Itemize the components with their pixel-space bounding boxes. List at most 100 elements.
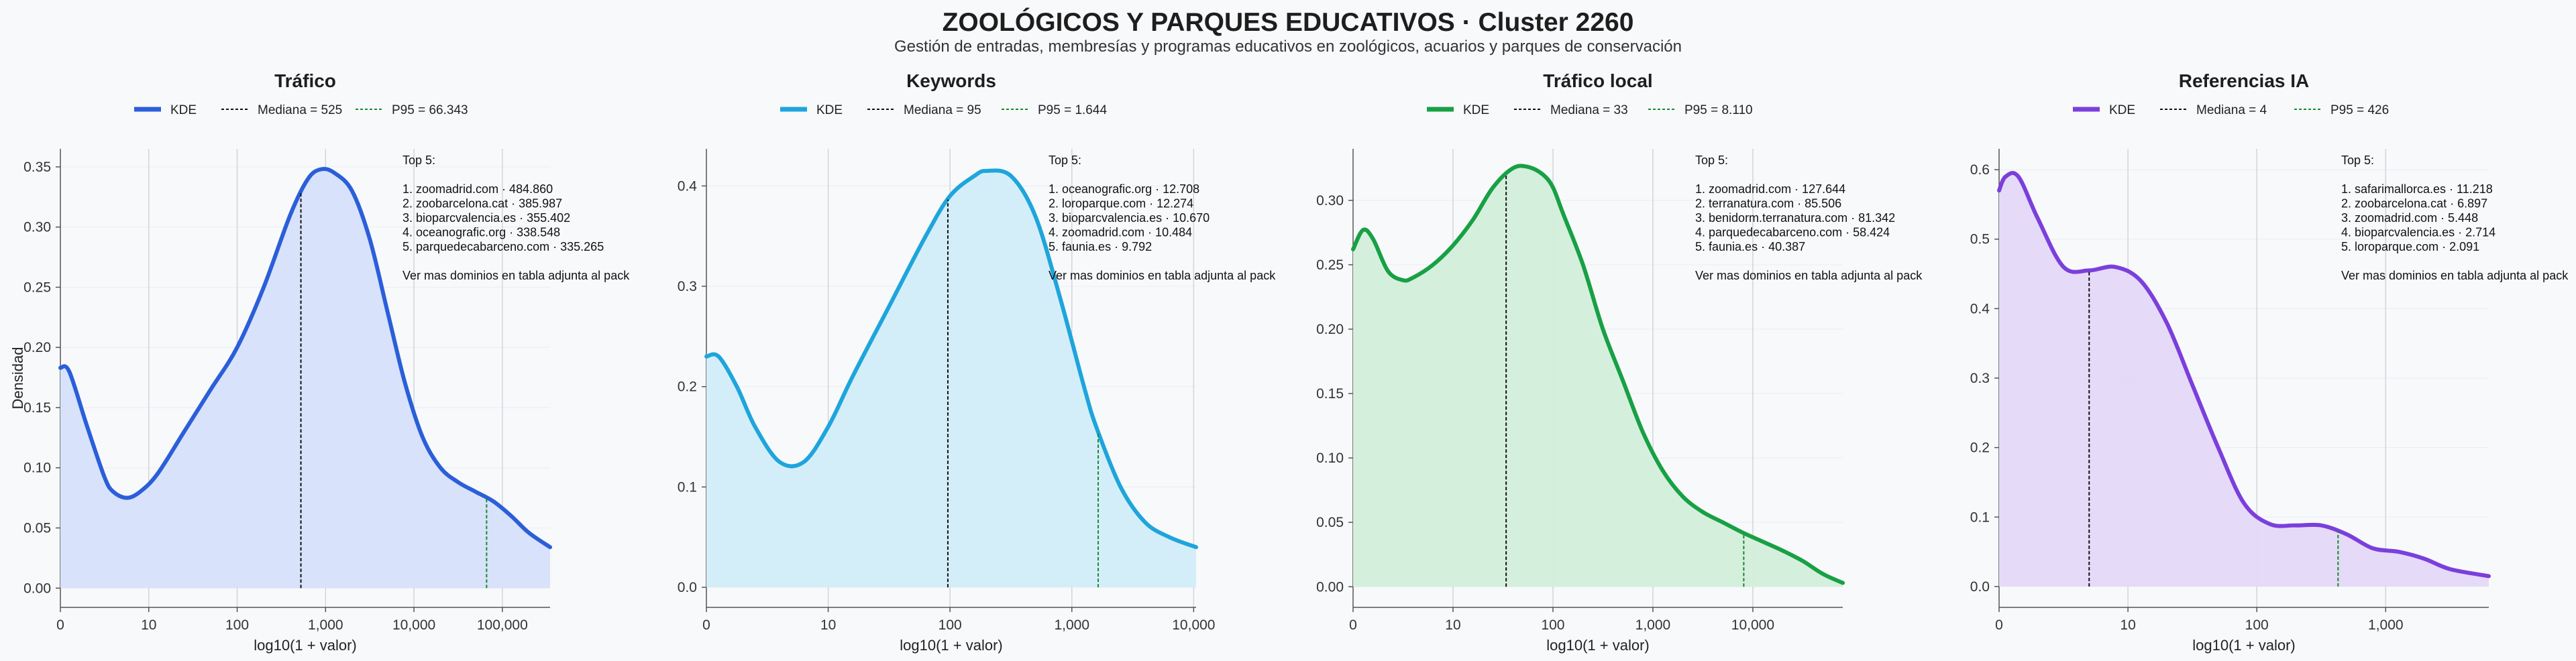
top5-annotation-line: Ver mas dominios en tabla adjunta al pac… [1695, 269, 1923, 282]
top5-annotation-line: Ver mas dominios en tabla adjunta al pac… [2341, 269, 2569, 282]
y-tick-label: 0.00 [23, 581, 51, 596]
legend-kde-label: KDE [170, 103, 197, 117]
top5-annotation-line: 3. bioparcvalencia.es · 355.402 [402, 211, 570, 225]
top5-annotation-line: Top 5: [2341, 154, 2374, 167]
kde-area [1353, 166, 1843, 587]
y-tick-label: 0.30 [23, 220, 51, 235]
top5-annotation-line: Top 5: [1049, 154, 1081, 167]
top5-annotation-line: 3. bioparcvalencia.es · 10.670 [1049, 211, 1210, 225]
chart-title: Keywords [906, 70, 996, 91]
y-tick-label: 0.25 [23, 280, 51, 295]
y-tick-label: 0.1 [1970, 509, 1990, 525]
kde-area [1999, 172, 2489, 587]
chart-panel-2: Keywords KDE Mediana = 95 P95 = 1.644 0.0 0.1… [678, 70, 1276, 654]
x-tick-label: 10,000 [392, 617, 435, 633]
x-tick-label: 1,000 [1635, 617, 1671, 633]
y-tick-label: 0.05 [23, 521, 51, 536]
top5-annotation-line: 4. oceanografic.org · 338.548 [402, 226, 560, 239]
top5-annotation-line: Top 5: [402, 154, 435, 167]
legend-median-label: Mediana = 33 [1550, 103, 1628, 117]
chart-panel-3: Tráfico local KDE Mediana = 33 P95 = 8.110 0… [1316, 70, 1923, 654]
y-tick-label: 0.25 [1316, 257, 1344, 273]
chart-title: Referencias IA [2179, 70, 2310, 91]
x-axis-label: log10(1 + valor) [254, 637, 356, 654]
y-tick-label: 0.20 [23, 340, 51, 355]
y-tick-label: 0.4 [1970, 301, 1990, 316]
chart-title: Tráfico [274, 70, 336, 91]
legend-median-label: Mediana = 4 [2196, 103, 2267, 117]
y-tick-label: 0.2 [678, 379, 697, 395]
top5-annotation-line: 1. zoomadrid.com · 127.644 [1695, 182, 1845, 196]
y-tick-label: 0.4 [678, 178, 698, 194]
y-tick-label: 0.20 [1316, 322, 1344, 337]
top5-annotation-line: 5. loroparque.com · 2.091 [2341, 240, 2479, 253]
y-tick-label: 0.10 [1316, 450, 1344, 466]
y-tick-label: 0.15 [23, 400, 51, 416]
kde-line [704, 168, 1198, 550]
chart-panel-1: Tráfico KDE Mediana = 525 P95 = 66.343 0.00 0… [9, 70, 630, 654]
x-tick-label: 0 [1349, 617, 1357, 633]
x-tick-label: 100 [2245, 617, 2269, 633]
top5-annotation-line: 2. zoobarcelona.cat · 6.897 [2341, 197, 2487, 211]
kde-line [58, 166, 552, 550]
x-tick-label: 10 [2120, 617, 2135, 633]
y-tick-label: 0.30 [1316, 193, 1344, 208]
top5-annotation-line: 5. parquedecabarceno.com · 335.265 [402, 240, 604, 253]
legend-kde-label: KDE [816, 103, 843, 117]
x-tick-label: 10,000 [1731, 617, 1774, 633]
x-tick-label: 10 [820, 617, 836, 633]
page-title: ZOOLÓGICOS Y PARQUES EDUCATIVOS · Cluste… [942, 8, 1634, 37]
kde-area [60, 168, 550, 589]
top5-annotation-line: Top 5: [1695, 154, 1728, 167]
x-tick-label: 1,000 [1054, 617, 1089, 633]
x-tick-label: 1,000 [308, 617, 343, 633]
top5-annotation-line: 5. faunia.es · 40.387 [1695, 240, 1805, 253]
y-tick-label: 0.0 [1970, 579, 1990, 595]
top5-annotation-line: 2. terranatura.com · 85.506 [1695, 197, 1841, 211]
y-tick-label: 0.05 [1316, 515, 1344, 530]
y-tick-label: 0.5 [1970, 232, 1990, 247]
chart-title: Tráfico local [1543, 70, 1652, 91]
y-tick-label: 0.0 [678, 580, 697, 595]
legend-median-label: Mediana = 95 [904, 103, 981, 117]
top5-annotation-line: 4. zoomadrid.com · 10.484 [1049, 226, 1192, 239]
legend-median-label: Mediana = 525 [258, 103, 342, 117]
y-tick-label: 0.3 [1970, 371, 1990, 386]
top5-annotation-line: 5. faunia.es · 9.792 [1049, 240, 1152, 253]
legend-p95-label: P95 = 66.343 [392, 103, 468, 117]
legend-kde-label: KDE [1463, 103, 1489, 117]
legend-p95-label: P95 = 1.644 [1038, 103, 1107, 117]
x-tick-label: 0 [702, 617, 710, 633]
y-tick-label: 0.3 [678, 279, 697, 294]
x-axis-label: log10(1 + valor) [2192, 637, 2295, 654]
top5-annotation-line: Ver mas dominios en tabla adjunta al pac… [402, 269, 630, 282]
top5-annotation-line: 4. parquedecabarceno.com · 58.424 [1695, 226, 1890, 239]
y-tick-label: 0.6 [1970, 162, 1990, 178]
y-tick-label: 0.15 [1316, 386, 1344, 402]
kde-line [1997, 171, 2491, 579]
top5-annotation-line: 1. zoomadrid.com · 484.860 [402, 182, 553, 196]
y-tick-label: 0.2 [1970, 440, 1990, 456]
x-tick-label: 100 [938, 617, 962, 633]
x-tick-label: 10 [1445, 617, 1460, 633]
x-tick-label: 100 [1541, 617, 1564, 633]
y-tick-label: 0.10 [23, 461, 51, 476]
kde-line [1351, 164, 1845, 585]
top5-annotation-line: Ver mas dominios en tabla adjunta al pac… [1049, 269, 1276, 282]
y-tick-label: 0.00 [1316, 579, 1344, 595]
x-tick-label: 0 [56, 617, 64, 633]
x-tick-label: 100,000 [477, 617, 528, 633]
legend-p95-label: P95 = 8.110 [1684, 103, 1753, 117]
x-axis-label: log10(1 + valor) [1546, 637, 1649, 654]
y-axis-label: Densidad [9, 347, 26, 410]
top5-annotation-line: 3. zoomadrid.com · 5.448 [2341, 211, 2478, 225]
y-tick-label: 0.35 [23, 160, 51, 175]
top5-annotation-line: 2. zoobarcelona.cat · 385.987 [402, 197, 562, 211]
kde-area [706, 170, 1196, 588]
top5-annotation-line: 2. loroparque.com · 12.274 [1049, 197, 1193, 211]
y-tick-label: 0.1 [678, 479, 697, 495]
page-subtitle: Gestión de entradas, membresías y progra… [894, 38, 1682, 56]
top5-annotation-line: 1. safarimallorca.es · 11.218 [2341, 182, 2493, 196]
chart-panel-4: Referencias IA KDE Mediana = 4 P95 = 426 0.0… [1970, 70, 2569, 654]
